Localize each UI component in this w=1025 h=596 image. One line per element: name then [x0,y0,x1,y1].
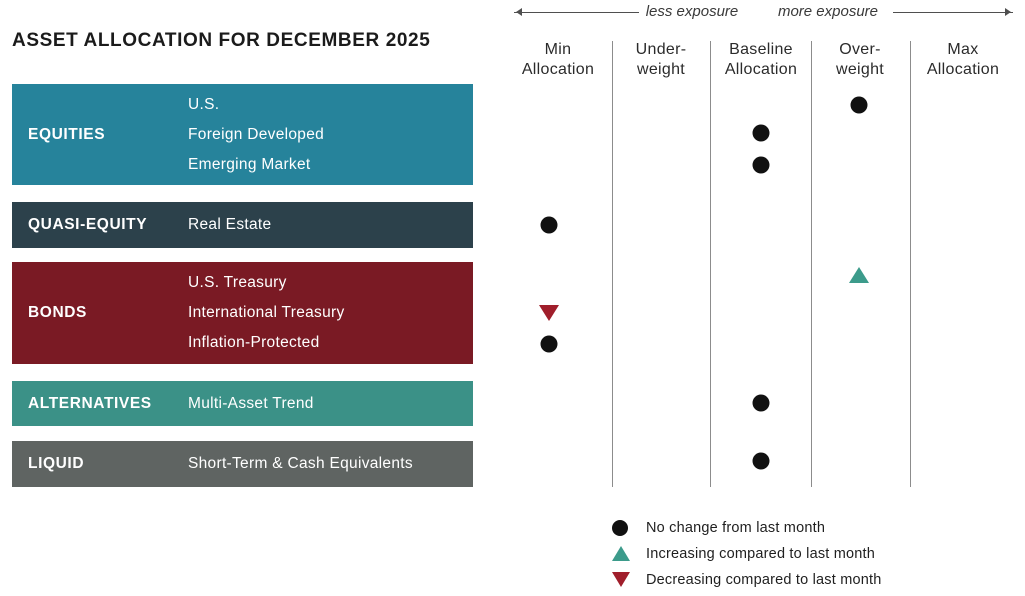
asset-label-group: Multi-Asset Trend [188,381,314,426]
asset-label: Foreign Developed [188,125,325,143]
category-bar-liquid: LIQUID Short-Term & Cash Equivalents [12,441,473,487]
category-label: EQUITIES [28,125,106,143]
marker-emerging-market [752,156,770,174]
column-divider [710,41,711,487]
legend-item-no-change: No change from last month [612,519,882,536]
column-header-min-allocation: Min Allocation [521,41,595,78]
marker-foreign-developed [752,124,770,142]
asset-label: International Treasury [188,304,345,321]
asset-label: U.S. [188,95,220,113]
no-change-dot-icon [612,519,634,536]
legend-item-increasing: Increasing compared to last month [612,545,882,562]
asset-label: Short-Term & Cash Equivalents [188,455,413,472]
asset-label: U.S. Treasury [188,274,287,291]
category-label: BONDS [28,304,87,321]
asset-label: Multi-Asset Trend [188,394,314,412]
column-header-underweight: Under- weight [635,41,687,78]
column-divider [612,41,613,487]
marker-u-s-treasury [849,267,869,283]
chart-legend: No change from last month Increasing com… [612,519,882,596]
marker-real-estate [540,216,558,234]
more-exposure-arrow [893,8,1013,16]
more-exposure-label: more exposure [777,3,879,20]
asset-label-group: Real Estate [188,202,271,248]
increasing-triangle-icon [612,546,634,561]
marker-short-term-cash-equivalents [752,452,770,470]
category-bar-quasi-equity: QUASI-EQUITY Real Estate [12,202,473,248]
column-header-max-allocation: Max Allocation [926,41,1000,78]
category-bar-equities: EQUITIES U.S. Foreign Developed Emerging… [12,84,473,185]
category-label: QUASI-EQUITY [28,216,148,233]
asset-label: Inflation-Protected [188,334,320,351]
column-divider [811,41,812,487]
decreasing-triangle-icon [612,572,634,587]
category-bar-alternatives: ALTERNATIVES Multi-Asset Trend [12,381,473,426]
asset-label-group: Short-Term & Cash Equivalents [188,441,413,487]
marker-u-s [850,96,868,114]
page-title: ASSET ALLOCATION FOR DECEMBER 2025 [12,30,431,51]
legend-item-decreasing: Decreasing compared to last month [612,571,882,588]
asset-label: Real Estate [188,216,272,233]
column-divider [910,41,911,487]
marker-international-treasury [539,305,559,321]
column-header-baseline-allocation: Baseline Allocation [724,41,798,78]
category-bar-bonds: BONDS U.S. Treasury International Treasu… [12,262,473,364]
column-header-overweight: Over- weight [835,41,885,78]
less-exposure-label: less exposure [645,3,739,20]
asset-label: Emerging Market [188,155,311,173]
asset-label-group: U.S. Treasury International Treasury Inf… [188,262,345,364]
category-label: ALTERNATIVES [28,394,152,412]
less-exposure-arrow [514,8,639,16]
marker-multi-asset-trend [752,394,770,412]
marker-inflation-protected [540,335,558,353]
category-label: LIQUID [28,455,85,472]
asset-label-group: U.S. Foreign Developed Emerging Market [188,84,324,185]
